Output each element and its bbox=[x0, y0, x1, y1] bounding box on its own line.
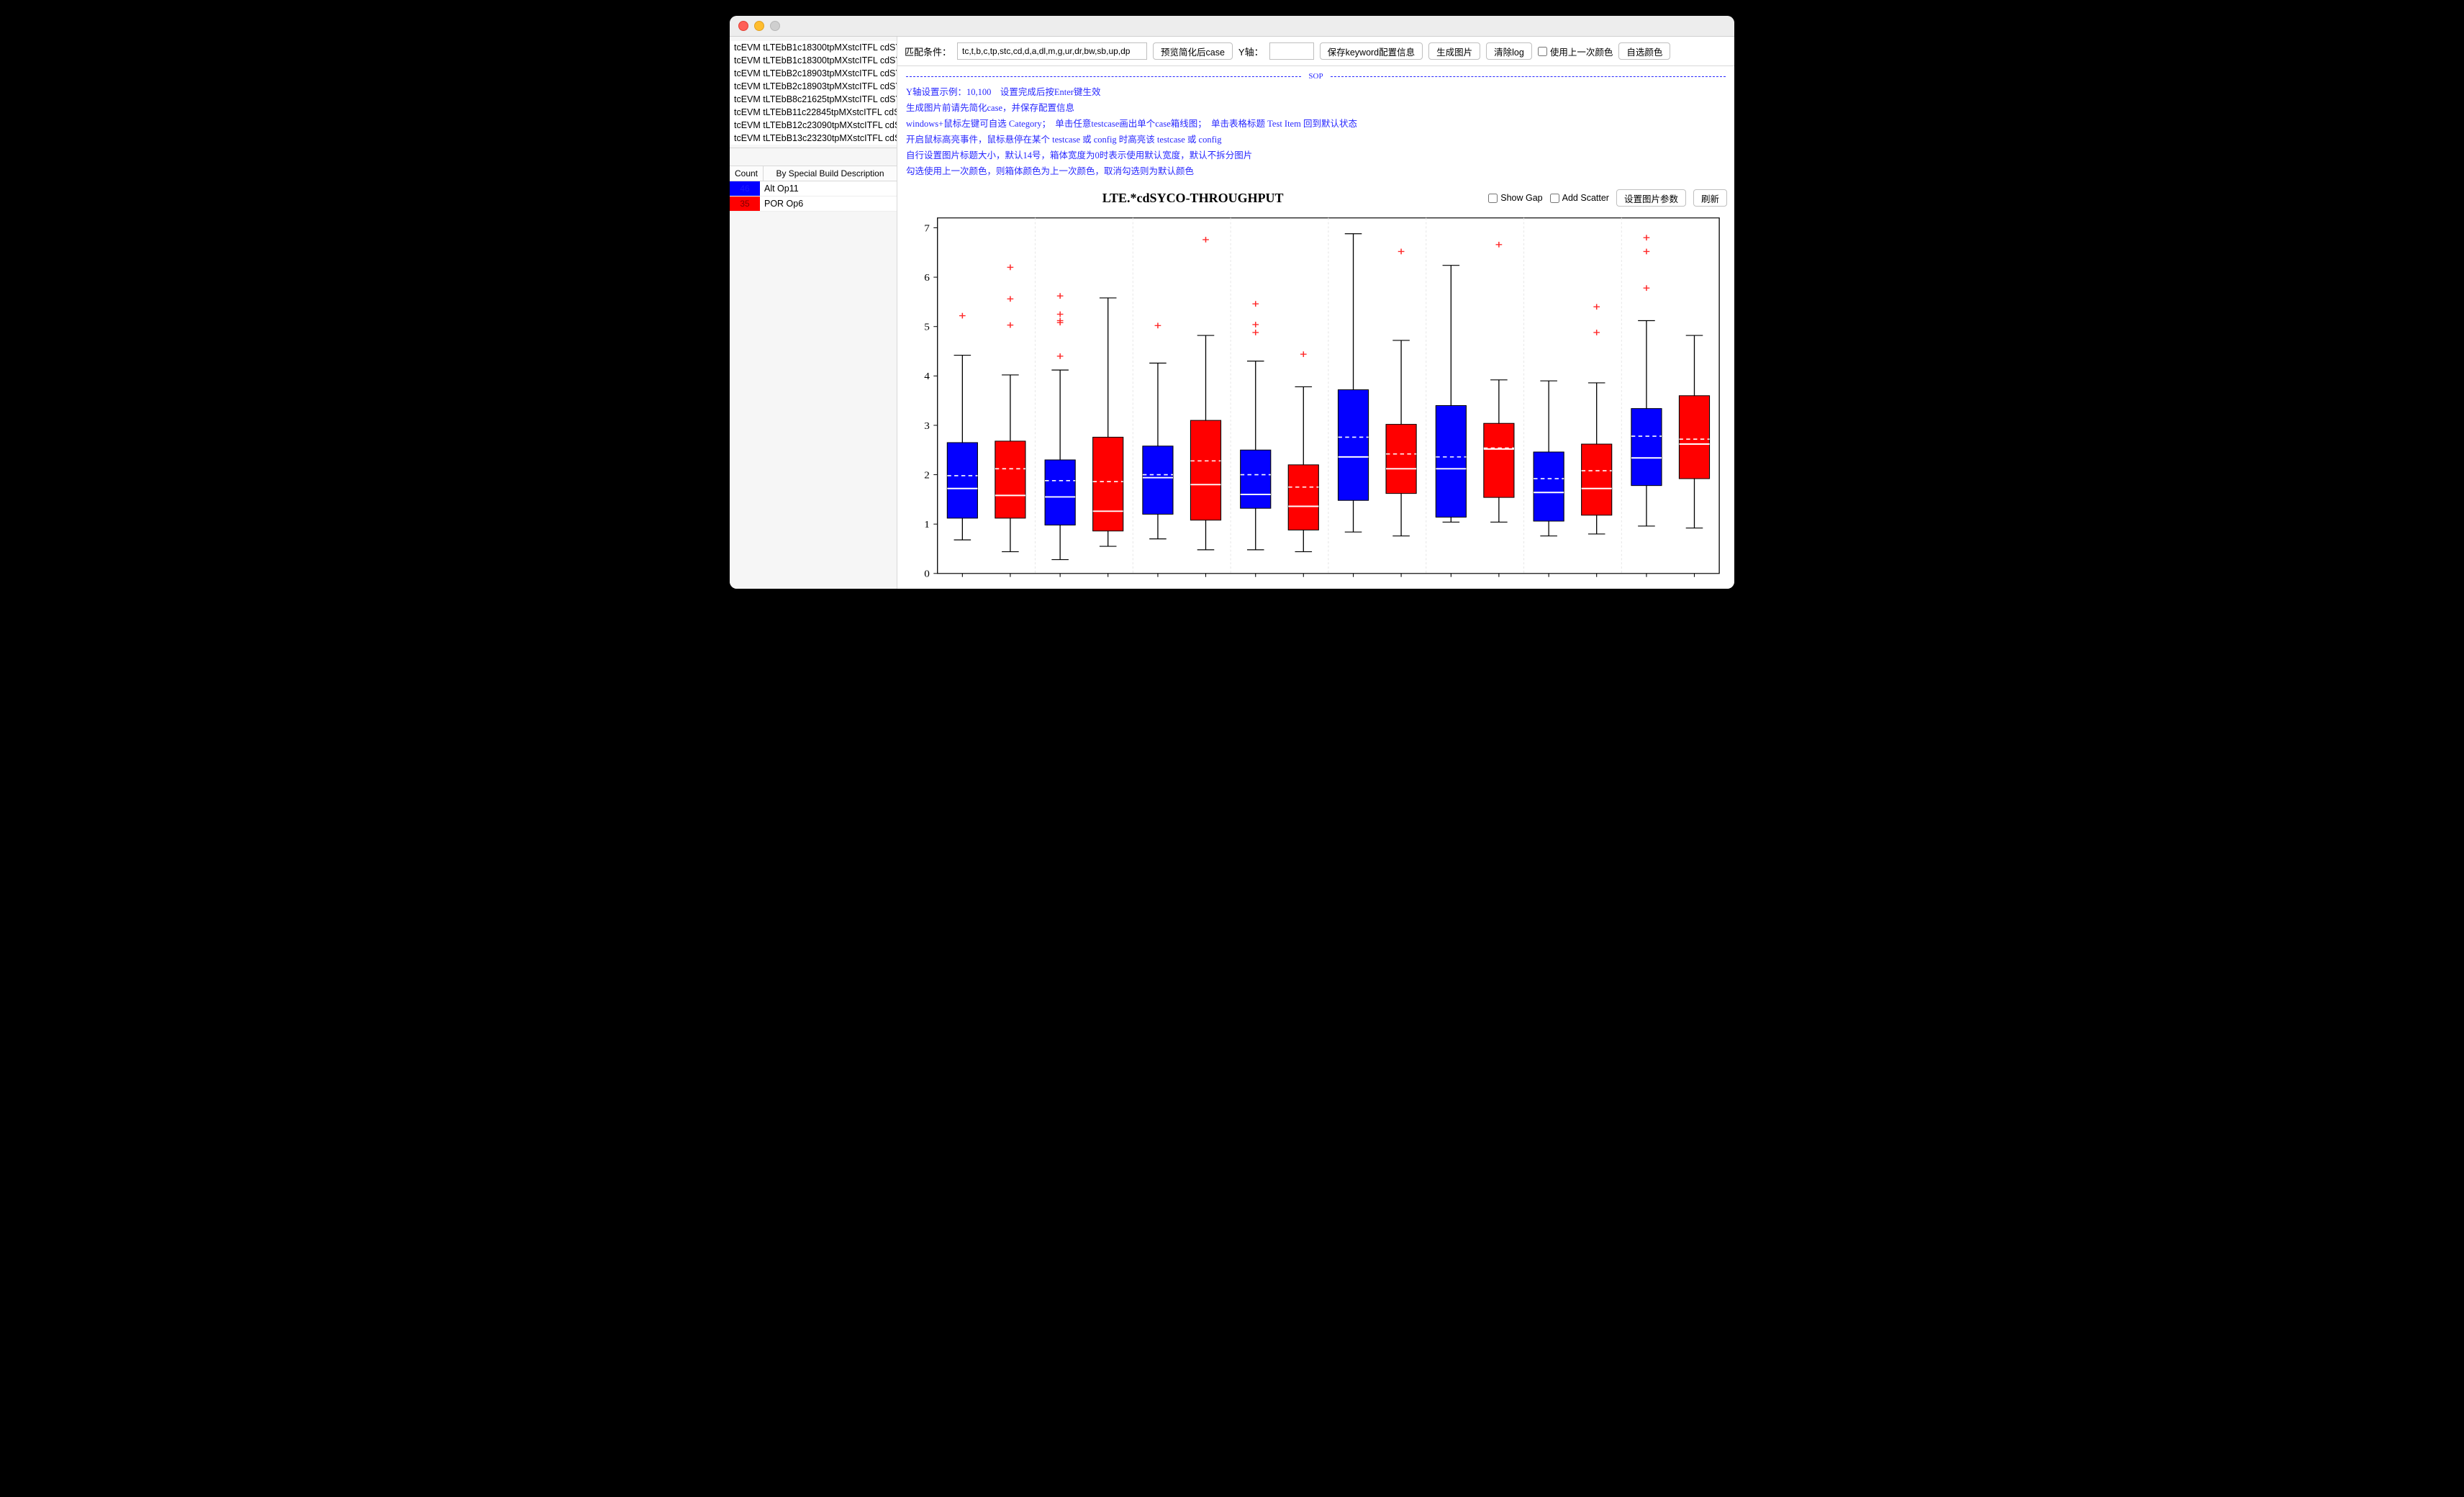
sop-panel: SOP Y轴设置示例：10,100 设置完成后按Enter键生效生成图片前请先简… bbox=[897, 66, 1734, 186]
toolbar: 匹配条件： 预览简化后case Y轴： 保存keyword配置信息 生成图片 清… bbox=[897, 37, 1734, 66]
case-list-item[interactable]: tcEVM tLTEbB12c23090tpMXstcITFL cdSYCO-T… bbox=[730, 119, 897, 132]
show-gap-label: Show Gap bbox=[1500, 193, 1542, 203]
svg-text:5: 5 bbox=[924, 322, 930, 333]
case-list-item[interactable]: tcEVM tLTEbB11c22845tpMXstcITFL cdSYCO-T… bbox=[730, 106, 897, 119]
yaxis-label: Y轴： bbox=[1238, 45, 1264, 58]
sidebar: tcEVM tLTEbB1c18300tpMXstcITFL cdSYCO-TH… bbox=[730, 37, 897, 589]
window-minimize-icon[interactable] bbox=[754, 21, 764, 31]
sop-line: 开启鼠标高亮事件，鼠标悬停在某个 testcase 或 config 时高亮该 … bbox=[906, 132, 1726, 147]
add-scatter-checkbox[interactable]: Add Scatter bbox=[1550, 193, 1609, 203]
legend-head-desc: By Special Build Description bbox=[764, 166, 897, 181]
sop-line: 自行设置图片标题大小，默认14号，箱体宽度为0时表示使用默认宽度，默认不拆分图片 bbox=[906, 148, 1726, 163]
boxplot-chart[interactable]: 0 1 2 3 4 5 6 7 bbox=[905, 212, 1727, 583]
case-list-item[interactable]: tcEVM tLTEbB2c18903tpMXstcITFL cdSYCO-TH bbox=[730, 80, 897, 93]
add-scatter-label: Add Scatter bbox=[1562, 193, 1609, 203]
legend-desc: POR Op6 bbox=[760, 196, 897, 211]
preview-button[interactable]: 预览简化后case bbox=[1153, 42, 1233, 60]
window-close-icon[interactable] bbox=[738, 21, 748, 31]
sop-line: Y轴设置示例：10,100 设置完成后按Enter键生效 bbox=[906, 85, 1726, 99]
use-prev-color-label: 使用上一次颜色 bbox=[1550, 45, 1613, 58]
legend-swatch: 46 bbox=[730, 181, 760, 196]
legend-row[interactable]: 46Alt Op11 bbox=[730, 181, 897, 196]
legend-head-count: Count bbox=[730, 166, 764, 181]
generate-button[interactable]: 生成图片 bbox=[1428, 42, 1480, 60]
pick-color-button[interactable]: 自选颜色 bbox=[1618, 42, 1670, 60]
svg-text:7: 7 bbox=[924, 223, 930, 234]
case-list-item[interactable]: tcEVM tLTEbB2c18903tpMXstcITFL cdSYCO-TH bbox=[730, 67, 897, 80]
case-list: tcEVM tLTEbB1c18300tpMXstcITFL cdSYCO-TH… bbox=[730, 37, 897, 148]
show-gap-checkbox[interactable]: Show Gap bbox=[1488, 193, 1542, 203]
sop-tag: SOP bbox=[1305, 71, 1326, 83]
case-list-item[interactable]: tcEVM tLTEbB1c18300tpMXstcITFL cdSYCO-TH bbox=[730, 54, 897, 67]
case-list-item[interactable]: tcEVM tLTEbB13c23230tpMXstcITFL cdSYCO-T… bbox=[730, 132, 897, 145]
chart-title[interactable]: LTE.*cdSYCO-THROUGHPUT bbox=[1096, 189, 1290, 208]
svg-text:3: 3 bbox=[924, 420, 930, 431]
titlebar bbox=[730, 16, 1734, 37]
svg-text:2: 2 bbox=[924, 470, 930, 481]
svg-text:1: 1 bbox=[924, 519, 930, 530]
legend-swatch: 35 bbox=[730, 196, 760, 211]
main-panel: 匹配条件： 预览简化后case Y轴： 保存keyword配置信息 生成图片 清… bbox=[897, 37, 1734, 589]
case-list-item[interactable]: tcEVM tLTEbB8c21625tpMXstcITFL cdSYCO-TH bbox=[730, 93, 897, 106]
sop-line: windows+鼠标左键可自选 Category； 单击任意testcase画出… bbox=[906, 117, 1726, 131]
sop-line: 生成图片前请先简化case，并保存配置信息 bbox=[906, 101, 1726, 115]
svg-text:0: 0 bbox=[924, 569, 930, 579]
legend-row[interactable]: 35POR Op6 bbox=[730, 196, 897, 212]
clear-log-button[interactable]: 清除log bbox=[1486, 42, 1532, 60]
sop-line: 勾选使用上一次颜色，则箱体颜色为上一次颜色，取消勾选则为默认颜色 bbox=[906, 164, 1726, 178]
refresh-button[interactable]: 刷新 bbox=[1693, 189, 1727, 207]
legend-table: Count By Special Build Description 46Alt… bbox=[730, 166, 897, 212]
legend-desc: Alt Op11 bbox=[760, 181, 897, 196]
match-label: 匹配条件： bbox=[905, 45, 951, 58]
match-input[interactable] bbox=[957, 42, 1147, 60]
use-prev-color-checkbox[interactable]: 使用上一次颜色 bbox=[1538, 45, 1613, 58]
yaxis-input[interactable] bbox=[1269, 42, 1314, 60]
app-window: tcEVM tLTEbB1c18300tpMXstcITFL cdSYCO-TH… bbox=[730, 16, 1734, 589]
save-keyword-button[interactable]: 保存keyword配置信息 bbox=[1320, 42, 1423, 60]
case-list-item[interactable]: tcEVM tLTEbB1c18300tpMXstcITFL cdSYCO-TH bbox=[730, 41, 897, 54]
chart-params-button[interactable]: 设置图片参数 bbox=[1616, 189, 1686, 207]
svg-text:4: 4 bbox=[924, 371, 930, 381]
window-zoom-icon[interactable] bbox=[770, 21, 780, 31]
chart-area: 0 1 2 3 4 5 6 7 bbox=[897, 212, 1734, 589]
chart-header: LTE.*cdSYCO-THROUGHPUT Show Gap Add Scat… bbox=[897, 186, 1734, 212]
svg-text:6: 6 bbox=[924, 272, 930, 283]
